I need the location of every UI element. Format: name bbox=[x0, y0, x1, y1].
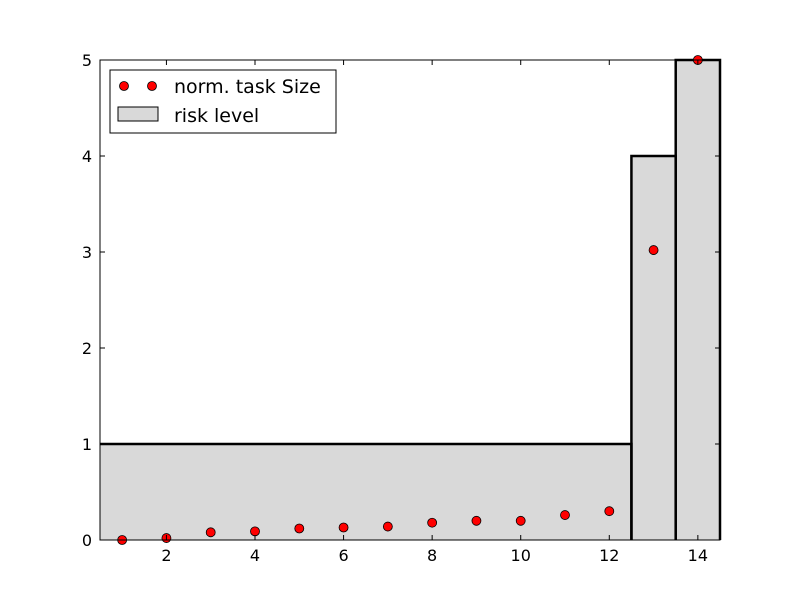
x-tick-label: 12 bbox=[599, 546, 619, 565]
legend-marker-task-size bbox=[119, 81, 129, 91]
legend-swatch-risk-level bbox=[117, 106, 159, 122]
y-tick-label: 1 bbox=[82, 435, 92, 454]
x-tick-label: 2 bbox=[161, 546, 171, 565]
task-size-point bbox=[294, 523, 305, 534]
x-tick-label: 6 bbox=[338, 546, 348, 565]
x-tick-label: 4 bbox=[250, 546, 260, 565]
task-size-point bbox=[648, 245, 659, 255]
y-tick-label: 5 bbox=[82, 51, 92, 70]
risk-bar bbox=[675, 60, 720, 540]
x-tick-label: 8 bbox=[427, 546, 437, 565]
x-tick-label: 10 bbox=[511, 546, 531, 565]
y-tick-label: 0 bbox=[82, 531, 92, 550]
legend-label-risk-level: risk level bbox=[174, 105, 259, 127]
y-tick-label: 4 bbox=[82, 147, 92, 166]
task-size-point bbox=[471, 515, 482, 526]
y-tick-label: 3 bbox=[82, 243, 92, 262]
task-size-point bbox=[382, 521, 393, 532]
task-size-point bbox=[560, 510, 570, 520]
risk-bar bbox=[100, 444, 632, 540]
task-size-point bbox=[515, 515, 526, 526]
legend-label-task-size: norm. task Size bbox=[174, 76, 321, 98]
task-size-point bbox=[250, 526, 260, 537]
risk-level-bars bbox=[100, 58, 722, 540]
task-size-point bbox=[205, 527, 216, 538]
y-tick-label: 2 bbox=[82, 339, 92, 358]
risk-bar bbox=[631, 156, 676, 540]
task-size-point bbox=[427, 517, 438, 528]
task-size-point bbox=[338, 522, 349, 533]
plot-frame bbox=[99, 59, 721, 541]
task-size-points bbox=[117, 55, 703, 545]
x-tick-label: 14 bbox=[688, 546, 708, 565]
task-size-point bbox=[604, 506, 615, 517]
legend: norm. task Size risk level bbox=[109, 69, 337, 134]
legend-marker-task-size bbox=[147, 81, 157, 91]
legend-box bbox=[109, 69, 337, 134]
